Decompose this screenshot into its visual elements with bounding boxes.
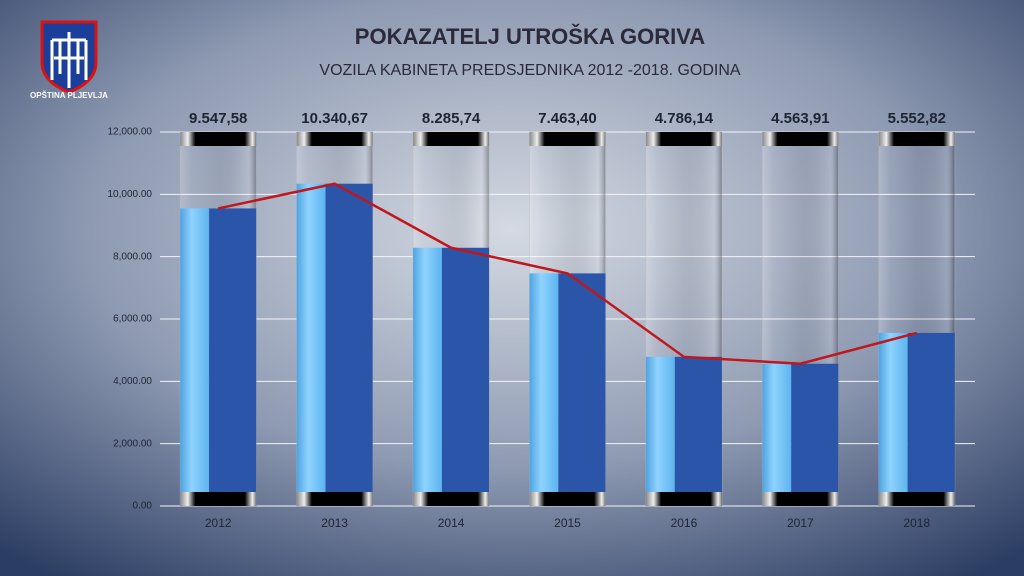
tube-cap xyxy=(296,132,373,146)
tube-cap xyxy=(529,492,606,506)
y-tick-label: 12,000.00 xyxy=(108,127,153,138)
x-tick-label: 2015 xyxy=(554,516,581,530)
y-tick-label: 4,000.00 xyxy=(113,376,152,387)
x-tick-label: 2012 xyxy=(205,516,232,530)
value-label: 8.285,74 xyxy=(422,110,481,127)
tube-cap xyxy=(413,132,490,146)
value-label: 5.552,82 xyxy=(888,110,946,127)
chart-subtitle: VOZILA KABINETA PREDSJEDNIKA 2012 -2018.… xyxy=(319,62,741,79)
bar xyxy=(180,208,257,506)
bar xyxy=(413,247,490,506)
tube-cap xyxy=(529,132,606,146)
bar xyxy=(296,183,373,506)
y-tick-label: 2,000.00 xyxy=(113,438,152,449)
tube-cap xyxy=(645,132,722,146)
tube-cap xyxy=(878,132,955,146)
value-label: 9.547,58 xyxy=(189,110,247,127)
tube-cap xyxy=(645,492,722,506)
bar xyxy=(762,363,839,506)
x-tick-label: 2014 xyxy=(438,516,465,530)
x-tick-label: 2016 xyxy=(671,516,698,530)
value-label: 10.340,67 xyxy=(301,110,368,127)
x-tick-label: 2017 xyxy=(787,516,814,530)
bar xyxy=(878,332,955,506)
y-tick-label: 10,000.00 xyxy=(108,189,153,200)
tube-cap xyxy=(296,492,373,506)
bar xyxy=(645,356,722,506)
y-tick-label: 8,000.00 xyxy=(113,251,152,262)
chart-title: POKAZATELJ UTROŠKA GORIVA xyxy=(355,24,705,49)
logo xyxy=(40,20,98,94)
tube-cap xyxy=(413,492,490,506)
tube-cap xyxy=(878,492,955,506)
tube-cap xyxy=(762,132,839,146)
bar xyxy=(529,273,606,506)
y-tick-label: 0.00 xyxy=(133,501,153,512)
x-tick-label: 2018 xyxy=(903,516,930,530)
y-tick-label: 6,000.00 xyxy=(113,314,152,325)
x-tick-label: 2013 xyxy=(321,516,348,530)
value-label: 7.463,40 xyxy=(538,110,596,127)
tube-cap xyxy=(180,132,257,146)
value-label: 4.563,91 xyxy=(771,110,829,127)
logo-text: OPŠTINA PLJEVLJA xyxy=(30,91,108,100)
line xyxy=(217,182,918,366)
tube-cap xyxy=(180,492,257,506)
tube-cap xyxy=(762,492,839,506)
value-label: 4.786,14 xyxy=(655,110,714,127)
